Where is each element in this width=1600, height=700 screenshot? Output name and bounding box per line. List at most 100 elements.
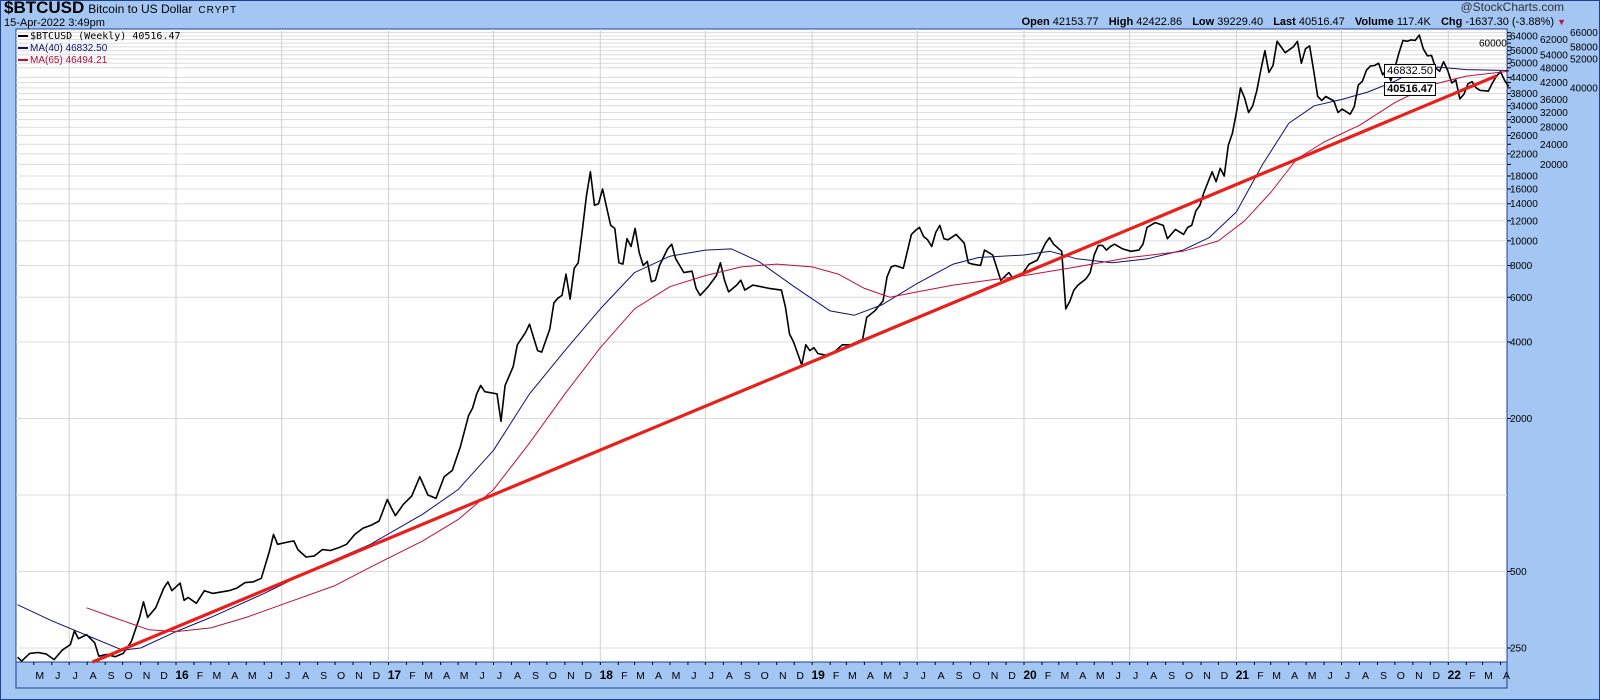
y-tick-label: 16000 bbox=[1510, 185, 1538, 196]
y-tick-label: 26000 bbox=[1510, 131, 1538, 142]
x-tick-label: S bbox=[1168, 670, 1175, 682]
chg-value: -1637.30 (-3.88%) bbox=[1465, 16, 1555, 28]
x-tick-label: M bbox=[424, 670, 433, 682]
high-label: High bbox=[1108, 16, 1134, 28]
y-tick-label: 30000 bbox=[1510, 115, 1538, 126]
x-tick-label: J bbox=[479, 670, 484, 682]
y-tick-label: 56000 bbox=[1510, 46, 1538, 57]
ma65-swatch-icon bbox=[18, 59, 28, 62]
y-tick-label: 24000 bbox=[1540, 140, 1568, 151]
x-tick-label: N bbox=[779, 670, 787, 682]
x-tick-label: A bbox=[443, 670, 450, 682]
x-tick-label: F bbox=[409, 670, 415, 682]
y-tick-label: 66000 bbox=[1570, 28, 1598, 39]
x-tick-label: O bbox=[761, 670, 769, 682]
x-tick-label: J bbox=[1327, 670, 1332, 682]
y-tick-label: 250 bbox=[1510, 644, 1527, 655]
y-tick-label: 10000 bbox=[1510, 236, 1538, 247]
x-tick-label: M bbox=[1272, 670, 1281, 682]
x-tick-label: A bbox=[90, 670, 97, 682]
x-tick-label: D bbox=[373, 670, 381, 682]
x-tick-label: S bbox=[320, 670, 327, 682]
x-tick-label: J bbox=[921, 670, 926, 682]
legend-price: $BTCUSD (Weekly) 40516.47 bbox=[18, 31, 181, 43]
x-tick-label: F bbox=[621, 670, 627, 682]
legend-ma65-text: MA(65) 46494.21 bbox=[30, 55, 108, 66]
y-tick-label: 28000 bbox=[1540, 123, 1568, 134]
legend: $BTCUSD (Weekly) 40516.47 MA(40) 46832.5… bbox=[18, 31, 181, 67]
volume-label: Volume bbox=[1354, 16, 1394, 28]
ohlc-bar: Open 42153.77 High 42422.86 Low 39229.40… bbox=[1015, 16, 1566, 29]
y-tick-label: 44000 bbox=[1510, 73, 1538, 84]
high-value: 42422.86 bbox=[1136, 16, 1183, 28]
x-tick-label: O bbox=[1185, 670, 1193, 682]
x-tick-label: A bbox=[867, 670, 874, 682]
y-tick-label: 4000 bbox=[1510, 338, 1533, 349]
x-tick-label: 18 bbox=[600, 668, 614, 682]
x-tick-label: O bbox=[549, 670, 557, 682]
x-tick-label: M bbox=[1060, 670, 1069, 682]
x-tick-label: M bbox=[883, 670, 892, 682]
y-tick-label: 12000 bbox=[1510, 216, 1538, 227]
y-tick-label: 34000 bbox=[1510, 101, 1538, 112]
x-tick-label: N bbox=[1415, 670, 1423, 682]
x-tick-label: M bbox=[212, 670, 221, 682]
y-tick-label: 64000 bbox=[1510, 32, 1538, 43]
x-tick-label: D bbox=[585, 670, 593, 682]
plot-area bbox=[15, 28, 1508, 663]
chg-label: Chg bbox=[1440, 16, 1463, 28]
price-line bbox=[16, 34, 1510, 662]
security-name: Bitcoin to US Dollar bbox=[88, 2, 193, 16]
x-tick-label: J bbox=[497, 670, 502, 682]
y-tick-label: 52000 bbox=[1570, 54, 1598, 65]
low-label: Low bbox=[1192, 16, 1215, 28]
x-tick-label: D bbox=[796, 670, 804, 682]
x-tick-label: O bbox=[125, 670, 133, 682]
x-tick-label: J bbox=[285, 670, 290, 682]
x-tick-label: J bbox=[709, 670, 714, 682]
x-tick-label: J bbox=[691, 670, 696, 682]
y-tick-label: 48000 bbox=[1540, 63, 1568, 74]
x-tick-label: 19 bbox=[811, 668, 825, 682]
x-tick-label: F bbox=[833, 670, 839, 682]
x-tick-label: J bbox=[268, 670, 273, 682]
down-arrow-icon: ▼ bbox=[1557, 17, 1566, 27]
x-tick-label: A bbox=[1150, 670, 1157, 682]
x-tick-label: S bbox=[956, 670, 963, 682]
y-tick-label: 32000 bbox=[1540, 108, 1568, 119]
x-tick-label: F bbox=[1257, 670, 1263, 682]
x-tick-label: A bbox=[302, 670, 309, 682]
open-label: Open bbox=[1021, 16, 1050, 28]
x-tick-label: N bbox=[991, 670, 999, 682]
x-tick-label: J bbox=[55, 670, 60, 682]
x-tick-label: N bbox=[1203, 670, 1211, 682]
x-tick-label: M bbox=[248, 670, 257, 682]
x-tick-label: J bbox=[903, 670, 908, 682]
x-tick-label: S bbox=[1380, 670, 1387, 682]
x-tick-label: N bbox=[355, 670, 363, 682]
x-tick-label: D bbox=[160, 670, 168, 682]
y-tick-label: 500 bbox=[1510, 567, 1527, 578]
y-tick-label: 58000 bbox=[1570, 42, 1598, 53]
y-tick-label: 62000 bbox=[1540, 35, 1568, 46]
x-tick-label: A bbox=[514, 670, 521, 682]
last-value: 40516.47 bbox=[1298, 16, 1345, 28]
x-tick-label: A bbox=[1503, 670, 1510, 682]
y-tick-label: 22000 bbox=[1510, 149, 1538, 160]
x-tick-label: A bbox=[1079, 670, 1086, 682]
x-axis-band bbox=[15, 661, 1508, 689]
ma40-swatch-icon bbox=[18, 47, 28, 50]
x-tick-label: 20 bbox=[1023, 668, 1037, 682]
open-value: 42153.77 bbox=[1052, 16, 1099, 28]
x-tick-label: M bbox=[848, 670, 857, 682]
x-tick-label: M bbox=[1096, 670, 1105, 682]
y-tick-label: 14000 bbox=[1510, 199, 1538, 210]
x-tick-label: N bbox=[143, 670, 151, 682]
x-tick-label: F bbox=[1045, 670, 1051, 682]
y-tick-label: 8000 bbox=[1510, 261, 1533, 272]
x-tick-label: J bbox=[73, 670, 78, 682]
x-tick-label: F bbox=[197, 670, 203, 682]
x-tick-label: O bbox=[973, 670, 981, 682]
y-tick-label: 42000 bbox=[1540, 78, 1568, 89]
